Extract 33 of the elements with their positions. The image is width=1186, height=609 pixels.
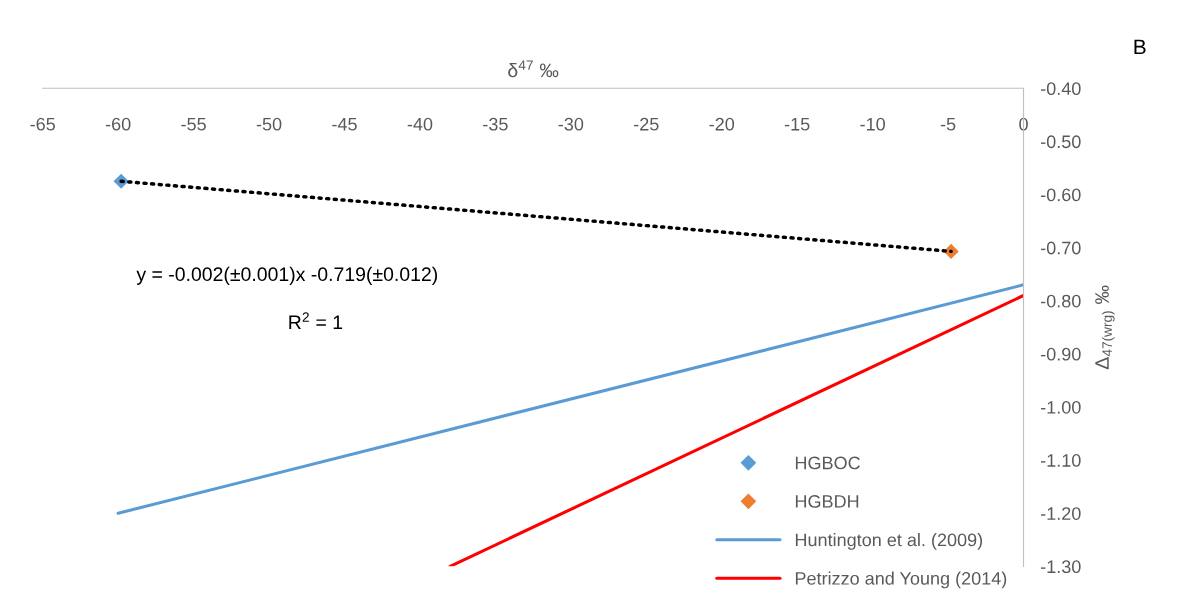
x-tick-label: -20 (709, 117, 735, 131)
x-tick-label: -10 (860, 117, 885, 131)
annotation: R$^{2}$ = 1 (289, 312, 343, 329)
x-tick-label: -30 (558, 117, 584, 131)
y-tick-label: -1.20 (1040, 507, 1081, 520)
y-tick-label: -0.80 (1040, 294, 1081, 308)
x-tick-label: -5 (940, 117, 956, 131)
legend-label: HGBOC (795, 456, 860, 470)
x-tick-label: -40 (407, 117, 433, 131)
y-tick-label: -1.00 (1040, 400, 1081, 414)
y-tick-label: -0.90 (1040, 347, 1081, 361)
x-tick-label: -15 (784, 117, 810, 131)
x-tick-label: 0 (1019, 117, 1028, 131)
y-tick-label: -0.40 (1040, 82, 1081, 96)
y-tick-label: -1.30 (1040, 560, 1081, 574)
y-tick-label: -0.50 (1040, 135, 1081, 149)
x-tick-label: -65 (30, 117, 55, 131)
y-tick-label: -0.70 (1040, 241, 1081, 255)
x-tick-label: -45 (332, 117, 357, 131)
x-tick-label: -50 (256, 117, 282, 131)
legend-label: Huntington et al. (2009) (795, 533, 983, 550)
y-axis-title: Δ$_{47(wrg)}$ ‰ (1095, 285, 1115, 370)
x-tick-label: -35 (483, 117, 508, 131)
legend-label: HGBDH (795, 495, 859, 508)
x-tick-label: -25 (634, 117, 659, 131)
x-axis-title: δ$^{47}$ ‰ (508, 60, 559, 78)
text: B (1134, 39, 1146, 55)
annotation: y = -0.002(±0.001)x -0.719(±0.012) (136, 266, 438, 285)
x-tick-label: -55 (181, 117, 206, 131)
x-tick-label: -60 (105, 117, 131, 131)
y-tick-label: -0.60 (1040, 188, 1081, 202)
y-tick-label: -1.10 (1040, 454, 1081, 467)
legend-label: Petrizzo and Young (2014) (795, 571, 1007, 589)
